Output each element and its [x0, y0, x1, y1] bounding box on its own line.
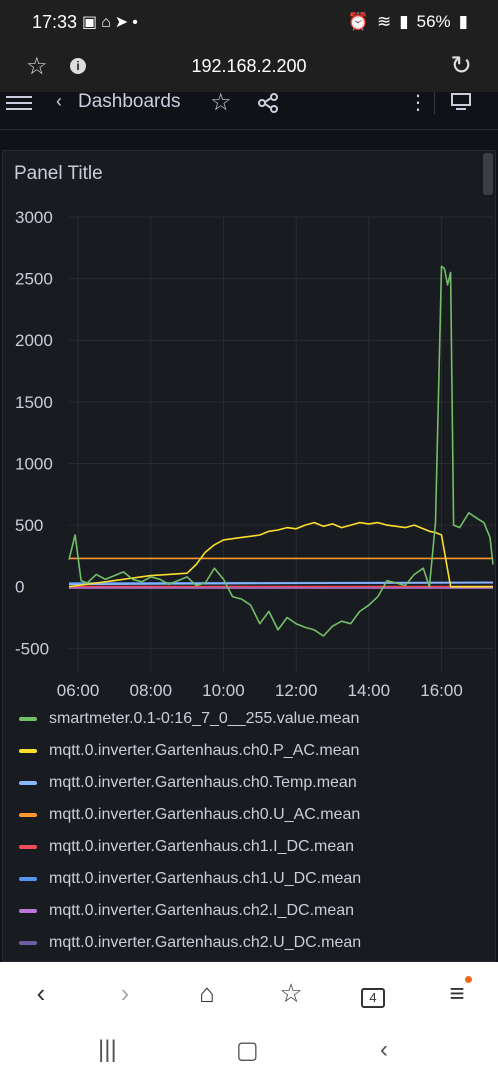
x-tick-label: 06:00 [57, 681, 100, 700]
notification-dot [465, 976, 472, 983]
alarm-icon: ⏰ [347, 12, 369, 31]
y-tick-label: 0 [15, 578, 24, 597]
legend-item[interactable]: mqtt.0.inverter.Gartenhaus.ch0.Temp.mean [19, 767, 361, 799]
legend-item[interactable]: smartmeter.0.1-0:16_7_0__255.value.mean [19, 703, 361, 735]
status-right: ⏰ ≋ ▮ 56% ▮ [348, 12, 468, 32]
x-tick-label: 16:00 [420, 681, 463, 700]
breadcrumb-dashboards[interactable]: Dashboards [78, 91, 181, 112]
legend-item[interactable]: mqtt.0.inverter.Gartenhaus.ch1.I_DC.mean [19, 831, 361, 863]
y-tick-label: 500 [15, 516, 43, 535]
series-line[interactable] [68, 265, 494, 637]
scrollbar[interactable] [483, 153, 493, 195]
y-tick-label: 2000 [15, 331, 53, 350]
legend-label: mqtt.0.inverter.Gartenhaus.ch0.Temp.mean [49, 774, 357, 791]
tabs-count: 4 [361, 988, 385, 1008]
legend-item[interactable]: mqtt.0.inverter.Gartenhaus.ch2.U_DC.mean [19, 927, 361, 959]
x-tick-label: 12:00 [275, 681, 318, 700]
bookmarks-icon[interactable]: ☆ [279, 978, 303, 1008]
legend-swatch [19, 781, 37, 785]
legend-item[interactable]: mqtt.0.inverter.Gartenhaus.ch2.I_DC.mean [19, 895, 361, 927]
star-icon[interactable]: ☆ [210, 89, 232, 116]
legend-item[interactable]: mqtt.0.inverter.Gartenhaus.ch0.P_AC.mean [19, 735, 361, 767]
y-tick-label: 3000 [15, 208, 53, 227]
legend-label: mqtt.0.inverter.Gartenhaus.ch1.U_DC.mean [49, 870, 362, 887]
x-tick-label: 08:00 [129, 681, 172, 700]
status-bar: 17:33 ▣⌂➤• ⏰ ≋ ▮ 56% ▮ [0, 0, 498, 44]
bookmark-star-icon[interactable]: ☆ [26, 53, 48, 80]
legend-label: mqtt.0.inverter.Gartenhaus.ch2.I_DC.mean [49, 902, 355, 919]
x-tick-label: 14:00 [348, 681, 391, 700]
signal-icon: ▮ [399, 12, 409, 31]
legend-swatch [19, 845, 37, 849]
reload-icon[interactable]: ↻ [450, 50, 472, 80]
legend-swatch [19, 749, 37, 753]
panel-title[interactable]: Panel Title [14, 163, 103, 184]
share-icon[interactable] [258, 92, 280, 114]
x-tick-label: 10:00 [202, 681, 245, 700]
legend-swatch [19, 813, 37, 817]
chevron-left-icon[interactable]: ‹ [56, 91, 62, 111]
nav-back-icon[interactable]: ‹ [380, 1036, 388, 1063]
notification-icons: ▣⌂➤• [82, 14, 142, 31]
site-info-icon[interactable]: i [70, 58, 86, 74]
y-tick-label: 1000 [15, 454, 53, 473]
legend-item[interactable]: mqtt.0.inverter.Gartenhaus.ch1.U_DC.mean [19, 863, 361, 895]
legend-label: smartmeter.0.1-0:16_7_0__255.value.mean [49, 710, 360, 727]
legend-swatch [19, 877, 37, 881]
url-bar: ☆ i 192.168.2.200 ↻ [0, 44, 498, 92]
more-icon[interactable]: ⋮ [408, 92, 428, 114]
chart-panel: Panel Title 3000 2500 2000 1500 1000 500 0 -500… [2, 150, 496, 962]
time-series-chart[interactable]: 3000 2500 2000 1500 1000 500 0 -500 06:00 08:00 10… [3, 151, 496, 703]
legend-item[interactable]: mqtt.0.inverter.Gartenhaus.ch0.U_AC.mean [19, 799, 361, 831]
divider [434, 92, 435, 114]
home-circle-icon[interactable]: ▢ [236, 1037, 259, 1064]
legend-swatch [19, 717, 37, 721]
browser-bottom-bar: ‹ › ⌂ ☆ 4 ≡ [0, 962, 498, 1022]
y-tick-label: 1500 [15, 393, 53, 412]
recents-icon[interactable]: ||| [98, 1036, 117, 1063]
forward-icon[interactable]: › [120, 978, 130, 1008]
battery-level: 56% [416, 12, 451, 31]
y-tick-label: 2500 [15, 270, 53, 289]
tabs-button[interactable]: 4 [356, 976, 390, 1010]
legend-label: mqtt.0.inverter.Gartenhaus.ch1.I_DC.mean [49, 838, 355, 855]
menu-icon[interactable] [6, 96, 32, 110]
series-line[interactable] [68, 581, 494, 586]
battery-icon: ▮ [458, 12, 468, 31]
monitor-icon[interactable] [450, 92, 472, 112]
url-text[interactable]: 192.168.2.200 [191, 56, 307, 76]
legend-swatch [19, 909, 37, 913]
series-line[interactable] [68, 521, 493, 588]
menu-button[interactable]: ≡ [440, 976, 474, 1010]
home-icon[interactable]: ⌂ [199, 978, 215, 1008]
legend-label: mqtt.0.inverter.Gartenhaus.ch0.U_AC.mean [49, 806, 361, 823]
status-time: 17:33 [32, 12, 78, 32]
grafana-nav: ‹ Dashboards ☆ ⋮ [0, 89, 498, 130]
legend-label: mqtt.0.inverter.Gartenhaus.ch0.P_AC.mean [49, 742, 360, 759]
android-nav-bar: ||| ▢ ‹ [0, 1022, 498, 1079]
back-icon[interactable]: ‹ [36, 978, 46, 1008]
legend-swatch [19, 941, 37, 945]
y-tick-label: -500 [15, 639, 49, 658]
wifi-icon: ≋ [377, 12, 392, 31]
legend-label: mqtt.0.inverter.Gartenhaus.ch2.U_DC.mean [49, 934, 362, 951]
